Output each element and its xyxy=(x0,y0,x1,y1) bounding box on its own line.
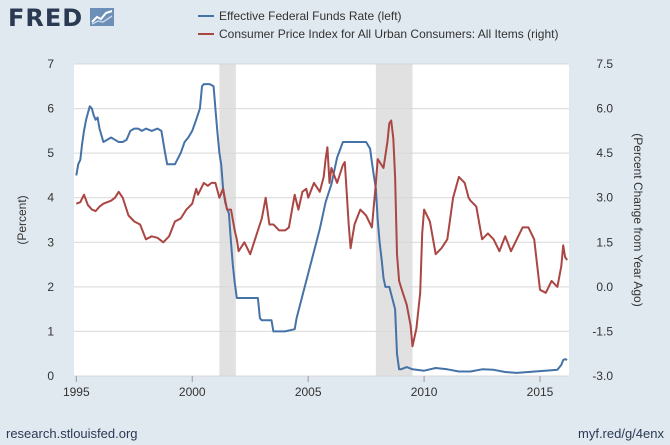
recession-band xyxy=(219,64,236,376)
y-tick-label-right: 6.0 xyxy=(596,102,613,116)
fred-logo[interactable]: FRED xyxy=(8,4,84,32)
y-tick-label-right: -3.0 xyxy=(592,369,613,383)
y-tick-label-right: 4.5 xyxy=(596,146,613,160)
y-tick-label-left: 2 xyxy=(47,280,54,294)
y-axis-title-left: (Percent) xyxy=(15,195,29,244)
x-tick-label: 2010 xyxy=(411,385,438,399)
y-axis-title-right: (Percent Change from Year Ago) xyxy=(631,133,645,306)
y-tick-label-right: 7.5 xyxy=(596,57,613,71)
legend-label: Effective Federal Funds Rate (left) xyxy=(219,9,402,23)
source-url[interactable]: research.stlouisfed.org xyxy=(6,426,138,441)
legend: Effective Federal Funds Rate (left) Consu… xyxy=(198,9,558,41)
axis-ticks: 0 1 2 3 4 5 6 7 -3.0 -1.5 0.0 1.5 3.0 4.5 6.0 7.5 1995 20… xyxy=(47,57,613,399)
y-tick-label-right: 0.0 xyxy=(596,280,613,294)
y-tick-label-left: 7 xyxy=(47,57,54,71)
series-line-cpi xyxy=(75,119,568,348)
y-tick-label-right: -1.5 xyxy=(592,324,613,338)
y-tick-label-left: 1 xyxy=(47,324,54,338)
y-tick-label-left: 0 xyxy=(47,369,54,383)
y-tick-label-right: 1.5 xyxy=(596,235,613,249)
series-line-federal-funds-rate xyxy=(75,83,568,374)
y-tick-label-left: 3 xyxy=(47,235,54,249)
y-tick-label-left: 5 xyxy=(47,146,54,160)
recession-band xyxy=(375,64,413,376)
x-tick-label: 2000 xyxy=(179,385,206,399)
x-tick-label: 2015 xyxy=(527,385,554,399)
plot-area xyxy=(74,64,569,376)
legend-label: Consumer Price Index for All Urban Consu… xyxy=(219,27,558,41)
y-tick-label-left: 6 xyxy=(47,102,54,116)
axis-labels: (Percent) (Percent Change from Year Ago) xyxy=(15,133,645,306)
y-tick-label-right: 3.0 xyxy=(596,191,613,205)
x-tick-label: 2005 xyxy=(295,385,322,399)
gridlines xyxy=(74,63,569,377)
fred-chart-logo-icon xyxy=(90,8,114,26)
x-tick-label: 1995 xyxy=(63,385,90,399)
y-tick-label-left: 4 xyxy=(47,191,54,205)
short-url[interactable]: myf.red/g/4enx xyxy=(578,426,664,441)
series-layer xyxy=(75,83,568,374)
recession-shading xyxy=(219,64,413,376)
